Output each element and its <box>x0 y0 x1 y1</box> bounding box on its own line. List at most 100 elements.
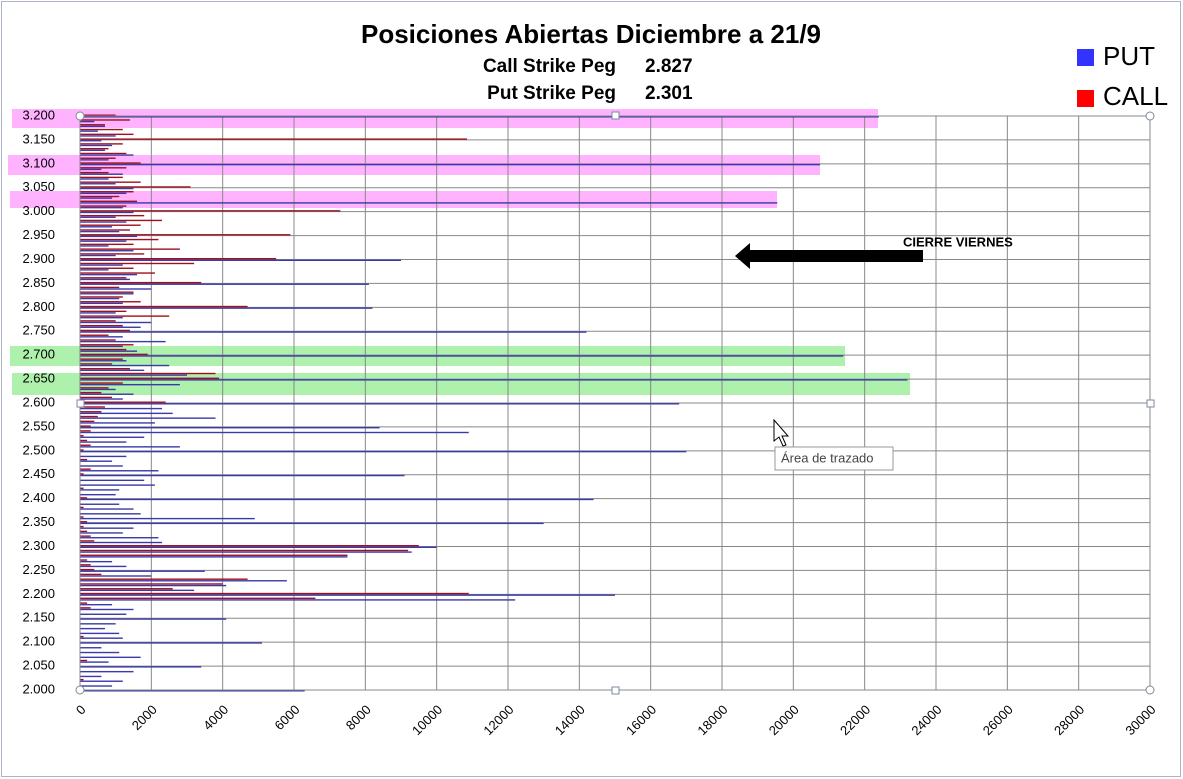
bar <box>80 197 113 199</box>
bar <box>80 470 159 472</box>
bar <box>80 422 155 424</box>
bar <box>80 382 123 384</box>
bar <box>80 324 123 327</box>
bar <box>80 578 248 580</box>
y-tick-label: 2.500 <box>22 442 55 457</box>
bar <box>80 618 227 620</box>
bar <box>80 286 120 289</box>
bar <box>80 305 248 308</box>
bar <box>80 176 123 179</box>
y-tick-label: 3.100 <box>22 155 55 170</box>
bar <box>80 493 116 496</box>
bar <box>80 521 88 523</box>
bar <box>80 278 130 281</box>
bar <box>80 535 91 537</box>
bar <box>80 580 287 582</box>
bar <box>80 680 123 682</box>
tooltip-text: Área de trazado <box>781 450 874 465</box>
bar <box>80 192 127 195</box>
peg-value: 2.827 <box>645 56 693 77</box>
bar <box>80 575 152 577</box>
bar <box>80 258 277 260</box>
bar <box>80 388 116 391</box>
bar <box>80 345 123 348</box>
annotation: CIERRE VIERNES <box>903 234 1013 249</box>
bar <box>80 273 138 276</box>
bar <box>80 431 469 434</box>
bar <box>80 608 134 611</box>
bar <box>80 364 170 367</box>
bar <box>80 659 88 662</box>
bar <box>80 200 138 202</box>
bar <box>80 685 113 687</box>
y-tick-label: 2.200 <box>22 586 55 601</box>
bar <box>80 468 91 470</box>
bar <box>80 540 95 542</box>
bar <box>80 479 145 482</box>
bar <box>80 556 348 558</box>
bar <box>80 339 116 341</box>
bar <box>80 637 123 639</box>
y-tick-label: 3.150 <box>22 131 55 146</box>
legend-label: CALL <box>1103 81 1168 111</box>
bar <box>80 439 88 442</box>
bar <box>80 291 134 293</box>
bar <box>80 219 163 222</box>
bar <box>80 191 134 193</box>
bar <box>80 589 195 592</box>
bar <box>80 396 113 399</box>
peg-label: Put Strike Peg <box>487 83 616 104</box>
y-tick-label: 2.050 <box>22 658 55 673</box>
bar <box>80 592 469 595</box>
bar <box>80 168 102 171</box>
bar <box>80 154 134 156</box>
bar <box>80 159 109 161</box>
bar <box>80 623 116 625</box>
bar <box>80 690 305 692</box>
bar <box>80 267 134 269</box>
peg-value: 2.301 <box>645 83 693 104</box>
bar <box>80 358 123 360</box>
bar <box>80 597 316 600</box>
legend-label: PUT <box>1103 41 1155 71</box>
bar <box>80 407 163 410</box>
y-tick-label: 3.000 <box>22 203 55 218</box>
bar <box>80 144 113 147</box>
bar <box>80 329 130 332</box>
y-tick-label: 2.000 <box>22 681 55 696</box>
bar <box>80 296 123 298</box>
bar <box>80 559 88 561</box>
bar <box>80 449 84 451</box>
bar <box>80 450 687 453</box>
bar <box>80 607 91 609</box>
bar <box>80 281 202 284</box>
bar <box>80 474 405 477</box>
peg-label: Call Strike Peg <box>483 56 616 77</box>
bar <box>80 368 130 370</box>
bar <box>80 583 223 585</box>
bar <box>80 128 123 131</box>
bar <box>80 489 120 491</box>
bar <box>80 229 130 231</box>
bar <box>80 525 84 528</box>
bar <box>80 317 123 319</box>
bar <box>80 355 844 357</box>
bar <box>80 245 109 247</box>
bar <box>80 297 120 300</box>
y-tick-label: 3.050 <box>22 179 55 194</box>
bar <box>80 353 148 356</box>
bar <box>80 568 95 571</box>
bar <box>80 506 84 509</box>
bar <box>80 224 141 226</box>
y-tick-label: 2.150 <box>22 610 55 625</box>
bar <box>80 187 134 190</box>
bar <box>80 441 127 443</box>
bar <box>80 130 98 132</box>
bar <box>80 183 116 185</box>
bar <box>80 120 95 123</box>
bar <box>80 458 88 461</box>
bar <box>80 411 102 413</box>
legend-swatch <box>1077 90 1094 107</box>
bar <box>80 334 109 336</box>
y-tick-label: 2.850 <box>22 275 55 290</box>
